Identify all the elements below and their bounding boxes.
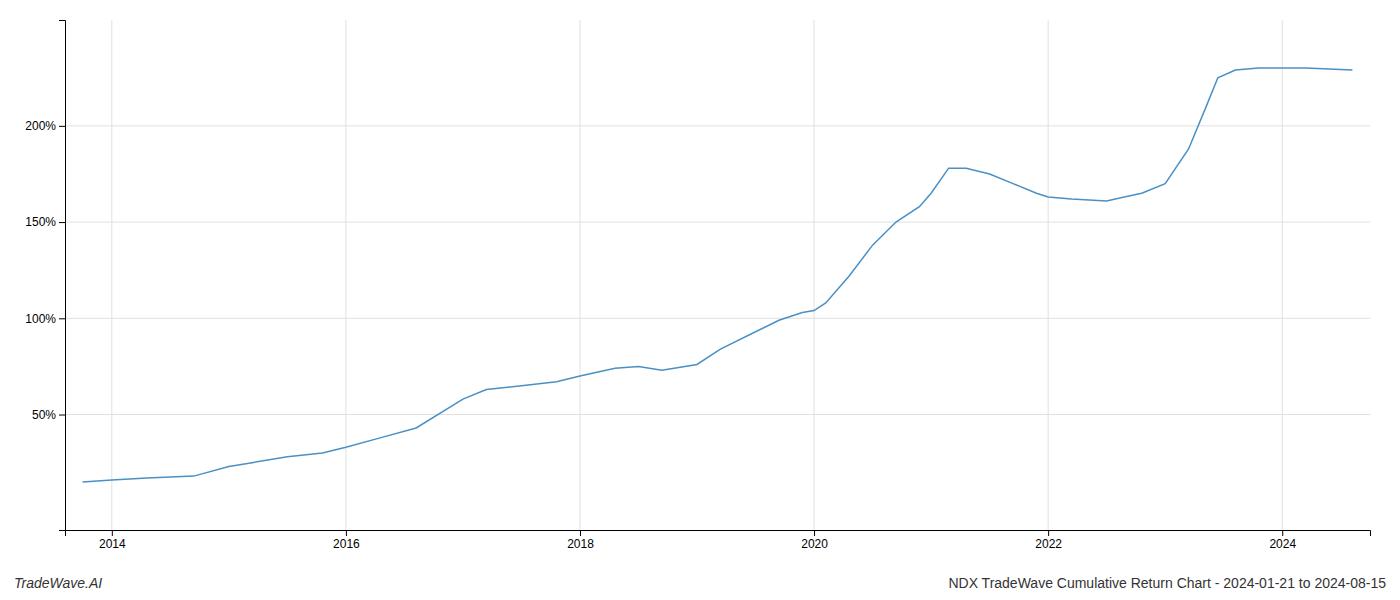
y-tick-label: 50% <box>32 408 56 422</box>
y-tick: 50% <box>32 408 65 422</box>
grid-line-x <box>1282 20 1283 530</box>
line <box>83 68 1353 482</box>
x-tick-mark <box>112 530 113 536</box>
plot-area: 2014 2016 2018 2020 2022 2024 50% 100% 150% 200% <box>25 20 1370 551</box>
grid-line-y <box>65 414 1370 415</box>
marks <box>83 68 1353 482</box>
grid-line-x <box>814 20 815 530</box>
x-tick: 2022 <box>1035 530 1062 551</box>
chart: 2014 2016 2018 2020 2022 2024 50% 100% 150% 200% T… <box>0 0 1400 600</box>
x-tick: 2020 <box>801 530 828 551</box>
y-axis: 50% 100% 150% 200% <box>25 21 65 531</box>
grid-line-x <box>111 20 112 530</box>
y-tick-mark <box>59 126 65 127</box>
watermark: TradeWave.AI <box>14 575 102 591</box>
x-tick-label: 2016 <box>333 537 360 551</box>
y-tick-label: 150% <box>25 215 56 229</box>
x-tick: 2018 <box>567 530 594 551</box>
axis-line <box>66 531 1371 537</box>
x-tick-mark <box>1282 530 1283 536</box>
title: NDX TradeWave Cumulative Return Chart - … <box>948 575 1386 591</box>
x-tick-label: 2020 <box>801 537 828 551</box>
y-tick-label: 100% <box>25 312 56 326</box>
x-tick: 2014 <box>99 530 126 551</box>
grid-line-x <box>579 20 580 530</box>
x-tick: 2016 <box>333 530 360 551</box>
x-tick-label: 2024 <box>1269 537 1296 551</box>
y-tick-mark <box>59 318 65 319</box>
grid-line-y <box>65 222 1370 223</box>
axis-line <box>59 21 66 531</box>
x-tick-mark <box>346 530 347 536</box>
x-tick-mark <box>814 530 815 536</box>
grid-line-y <box>65 125 1370 126</box>
x-tick-mark <box>580 530 581 536</box>
grid <box>65 20 1370 530</box>
x-tick-label: 2022 <box>1035 537 1062 551</box>
y-tick: 100% <box>25 312 65 326</box>
x-tick-label: 2018 <box>567 537 594 551</box>
grid-line-x <box>1048 20 1049 530</box>
x-axis: 2014 2016 2018 2020 2022 2024 <box>66 530 1371 551</box>
y-tick-mark <box>59 415 65 416</box>
x-tick-mark <box>1048 530 1049 536</box>
x-tick: 2024 <box>1269 530 1296 551</box>
grid-line-x <box>345 20 346 530</box>
y-tick: 200% <box>25 119 65 133</box>
y-tick-mark <box>59 222 65 223</box>
x-tick-label: 2014 <box>99 537 126 551</box>
y-tick: 150% <box>25 215 65 229</box>
y-tick-label: 200% <box>25 119 56 133</box>
grid-line-y <box>65 318 1370 319</box>
